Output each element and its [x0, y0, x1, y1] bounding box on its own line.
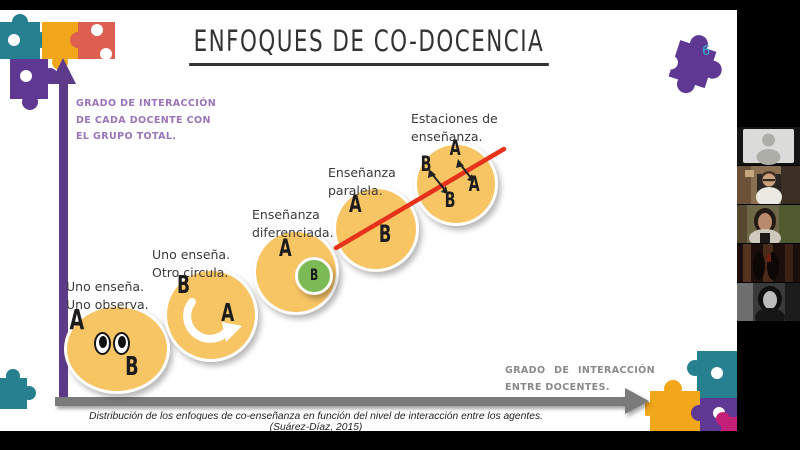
participant-video-5[interactable] — [737, 283, 800, 321]
webcam-feed — [737, 244, 800, 282]
approach-1-circle — [64, 304, 170, 394]
webcam-feed — [737, 166, 800, 204]
puzzle-decoration-top-right — [663, 35, 722, 94]
participants-sidebar — [737, 0, 800, 450]
y-axis-arrow — [59, 82, 68, 398]
approach-2-circle — [164, 268, 258, 362]
approach-3-green-circle — [295, 257, 333, 295]
approach-1-letter-a: A — [69, 303, 85, 336]
approach-1-label: Uno enseña. Uno observa. — [66, 279, 149, 313]
participant-video-1[interactable] — [737, 127, 800, 165]
slide-title: ENFOQUES DE CO-DOCENCIA — [188, 24, 549, 66]
participant-video-3[interactable] — [737, 205, 800, 243]
y-axis-arrowhead-icon — [50, 58, 76, 84]
participant-video-4[interactable] — [737, 244, 800, 282]
approach-4-letter-a: A — [348, 190, 362, 218]
y-axis-label: Grado de interacción de cada docente con… — [76, 98, 217, 143]
participant-video-2[interactable] — [737, 166, 800, 204]
approach-2-label: Uno enseña. Otro circula. — [152, 247, 231, 281]
webcam-feed — [737, 205, 800, 243]
webcam-feed — [737, 283, 800, 321]
approach-2-letter-b: B — [177, 270, 191, 299]
puzzle-decoration-bottom-left — [0, 369, 36, 409]
approach-3-letter-b: B — [309, 265, 319, 284]
x-axis-arrow — [55, 397, 625, 406]
puzzle-decoration-bottom-right — [645, 351, 737, 431]
eyes-icon — [94, 332, 130, 355]
approach-4-letter-b: B — [378, 220, 392, 248]
avatar-placeholder-icon — [737, 127, 800, 165]
x-axis-label: Grado de interacción entre docentes. — [505, 365, 655, 394]
approach-3-letter-a: A — [278, 234, 292, 262]
x-axis-arrowhead-icon — [625, 388, 649, 414]
rotation-arrows-icon — [428, 159, 474, 194]
approach-5-label: Estaciones de enseñanza. — [411, 111, 498, 145]
approach-2-letter-a: A — [221, 298, 235, 327]
approach-1-letter-b: B — [125, 352, 139, 382]
approach-3-label: Enseñanza diferenciada. — [252, 207, 334, 241]
presentation-slide: 6 ENFOQUES DE CO-DOCENCIA Grad — [0, 10, 737, 433]
figure-caption: Distribución de los enfoques de co-enseñ… — [89, 411, 543, 433]
circulate-arrow-icon — [183, 298, 242, 343]
page-number: 6 — [702, 44, 711, 59]
